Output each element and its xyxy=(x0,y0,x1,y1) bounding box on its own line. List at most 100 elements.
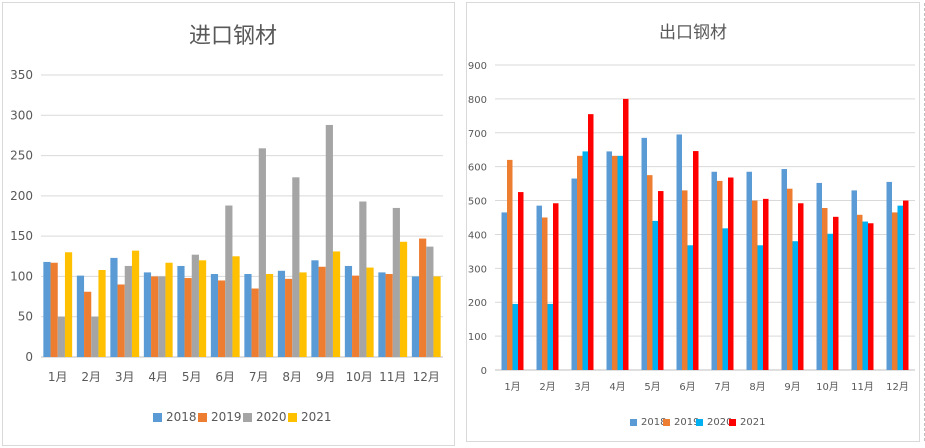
bar-2020-5 xyxy=(652,220,658,370)
x-tick-label: 1月 xyxy=(504,381,520,393)
bar-2020-2 xyxy=(547,303,553,370)
bar-2019-3 xyxy=(577,155,583,370)
bar-2020-8 xyxy=(757,245,763,370)
legend-swatch-2019 xyxy=(198,413,207,422)
bar-2018-7 xyxy=(711,171,717,370)
x-tick-label: 5月 xyxy=(182,370,202,384)
bar-2018-10 xyxy=(816,182,822,370)
bar-2021-1 xyxy=(518,192,524,370)
legend-swatch-2020 xyxy=(243,413,252,422)
x-tick-label: 3月 xyxy=(574,381,590,393)
bar-2021-8 xyxy=(299,272,307,357)
bar-2019-4 xyxy=(612,155,618,370)
bar-2019-2 xyxy=(84,291,92,357)
bar-2018-10 xyxy=(344,265,353,357)
y-tick-label: 200 xyxy=(10,189,33,203)
y-tick-label: 800 xyxy=(468,95,487,106)
bar-2019-11 xyxy=(857,214,863,370)
legend-label-2021: 2021 xyxy=(740,417,765,428)
legend-label-2020: 2020 xyxy=(707,417,732,428)
bar-2020-2 xyxy=(91,316,99,357)
bar-2019-10 xyxy=(352,275,360,357)
bar-2019-7 xyxy=(717,180,723,370)
bar-2019-4 xyxy=(151,276,159,357)
bar-2021-7 xyxy=(265,274,274,357)
x-tick-label: 12月 xyxy=(413,370,440,384)
legend-swatch-2021 xyxy=(729,419,736,426)
export-steel-chart-panel: 出口钢材 0 100 200 300 400 500 600 700 800 900 1月 2月 3月 4月… xyxy=(466,2,925,442)
x-tick-label: 2月 xyxy=(81,370,101,384)
y-tick-label: 500 xyxy=(468,197,487,208)
chart-title: 出口钢材 xyxy=(659,23,727,43)
bar-2020-6 xyxy=(225,205,233,357)
y-tick-label: 300 xyxy=(468,264,487,275)
bar-2021-2 xyxy=(553,203,559,370)
bar-2021-10 xyxy=(833,216,839,370)
bar-2020-4 xyxy=(617,155,623,370)
bar-2018-11 xyxy=(851,190,857,370)
bar-2019-1 xyxy=(507,159,513,370)
x-tick-label: 4月 xyxy=(609,381,625,393)
y-tick-label: 0 xyxy=(25,350,33,364)
bar-2019-7 xyxy=(251,288,259,357)
bar-2021-7 xyxy=(728,177,734,370)
y-tick-label: 600 xyxy=(468,163,487,174)
bar-2021-3 xyxy=(588,114,594,370)
bar-2021-3 xyxy=(131,250,140,357)
y-tick-label: 700 xyxy=(468,129,487,140)
bar-2018-4 xyxy=(606,151,612,370)
bar-2021-5 xyxy=(198,260,207,357)
import-steel-chart: 进口钢材 0 50 100 150 200 250 300 350 1月 2月 3月 4月 5月 6月 7月 8… xyxy=(10,24,443,424)
chart-title: 进口钢材 xyxy=(189,24,277,49)
bar-2019-9 xyxy=(318,266,326,357)
bar-2019-12 xyxy=(892,212,898,370)
y-tick-label: 250 xyxy=(10,149,33,163)
bar-2019-11 xyxy=(385,274,393,357)
x-tick-label: 10月 xyxy=(816,381,839,393)
bar-2020-9 xyxy=(792,241,798,370)
bar-2020-8 xyxy=(292,177,300,357)
bar-2021-4 xyxy=(165,262,173,357)
bar-2018-2 xyxy=(536,205,542,370)
y-tick-label: 200 xyxy=(468,298,487,309)
x-tick-label: 1月 xyxy=(48,370,68,384)
bar-2018-6 xyxy=(676,134,682,370)
bar-2019-10 xyxy=(822,208,828,370)
legend-label-2021: 2021 xyxy=(301,410,332,424)
x-tick-label: 9月 xyxy=(316,370,336,384)
x-tick-label: 8月 xyxy=(749,381,765,393)
legend-swatch-2021 xyxy=(288,413,297,422)
x-tick-label: 11月 xyxy=(379,370,406,384)
bar-2018-2 xyxy=(76,275,85,357)
bar-2019-12 xyxy=(419,238,427,357)
x-tick-label: 7月 xyxy=(714,381,730,393)
bar-2020-11 xyxy=(392,207,400,357)
bar-2018-11 xyxy=(378,272,386,357)
y-tick-label: 150 xyxy=(10,229,33,243)
x-tick-label: 2月 xyxy=(539,381,555,393)
x-tick-label: 11月 xyxy=(851,381,874,393)
bar-2019-9 xyxy=(787,188,793,370)
bar-2019-1 xyxy=(50,262,58,357)
bar-2021-5 xyxy=(658,191,664,370)
bar-2019-6 xyxy=(682,190,688,370)
bar-2020-9 xyxy=(325,124,333,357)
bar-2021-8 xyxy=(763,198,769,370)
x-tick-label: 3月 xyxy=(115,370,135,384)
legend-label-2018: 2018 xyxy=(641,417,666,428)
legend-label-2018: 2018 xyxy=(166,410,197,424)
bar-2019-8 xyxy=(752,200,758,370)
bar-2018-3 xyxy=(110,257,118,357)
bar-2021-6 xyxy=(232,256,240,357)
bar-2021-9 xyxy=(332,251,341,357)
y-tick-label: 900 xyxy=(468,61,487,72)
bar-2020-10 xyxy=(359,201,367,357)
bar-2020-12 xyxy=(426,246,434,357)
x-tick-label: 7月 xyxy=(249,370,269,384)
legend-label-2019: 2019 xyxy=(211,410,242,424)
bar-2018-4 xyxy=(143,272,152,357)
bar-2020-6 xyxy=(687,245,693,370)
bar-2020-5 xyxy=(191,254,199,357)
bar-2020-1 xyxy=(512,303,518,370)
bar-2018-5 xyxy=(177,265,185,357)
